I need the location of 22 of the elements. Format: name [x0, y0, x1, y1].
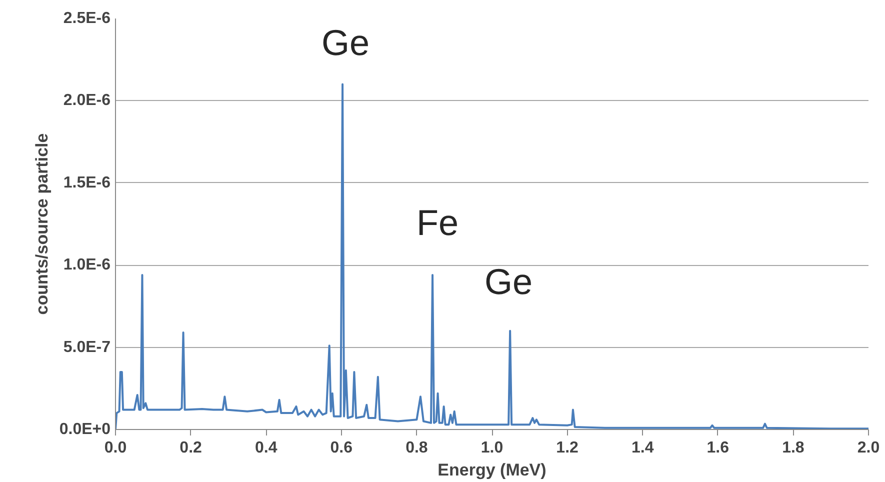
x-tick-label: 1.2: [556, 440, 579, 456]
x-tick-label: 1.8: [782, 440, 804, 456]
y-tick-label: 1.0E-6: [63, 256, 111, 274]
annotation: Ge: [321, 22, 370, 63]
y-tick-label: 2.5E-6: [63, 10, 111, 27]
x-axis-title: Energy (MeV): [438, 460, 546, 480]
annotation: Fe: [416, 202, 459, 243]
y-tick-label: 1.5E-6: [63, 174, 111, 192]
x-tick-label: 1.6: [706, 440, 730, 456]
x-tick-label: 1.0: [480, 440, 504, 456]
y-axis-title: counts/source particle: [32, 133, 52, 315]
y-tick-label: 2.0E-6: [63, 92, 111, 110]
x-tick-label: 0.2: [180, 440, 202, 456]
y-tick-label: 5.0E-7: [63, 338, 111, 356]
x-tick-label: 1.4: [631, 440, 654, 456]
x-tick-label: 0.8: [406, 440, 428, 456]
x-tick-label: 2.0: [857, 440, 880, 456]
annotation: Ge: [484, 261, 533, 302]
y-tick-label: 0.0E+0: [59, 421, 111, 438]
x-tick-label: 0.6: [330, 440, 353, 456]
x-tick-label: 0.4: [254, 440, 278, 456]
x-tick-label: 0.0: [104, 440, 127, 456]
